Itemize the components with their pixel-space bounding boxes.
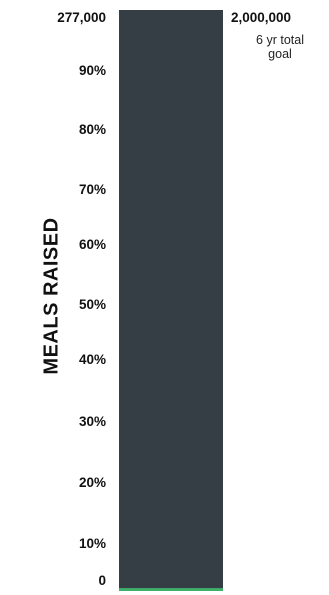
raised-amount-label: 277,000 xyxy=(57,10,106,25)
goal-amount-label: 2,000,000 xyxy=(231,10,291,25)
goal-bar-background xyxy=(119,10,223,591)
y-tick-label: 50% xyxy=(79,297,106,312)
y-tick-labels: 90% 80% 70% 60% 50% 40% 30% 20% 10% 0 xyxy=(79,63,106,588)
goal-caption-line-1: 6 yr total xyxy=(256,33,304,47)
y-tick-label: 80% xyxy=(79,122,106,137)
goal-caption-line-2: goal xyxy=(268,47,292,61)
y-axis-title: MEALS RAISED xyxy=(40,217,62,374)
y-tick-label: 30% xyxy=(79,414,106,429)
y-tick-label: 40% xyxy=(79,352,106,367)
y-tick-label: 70% xyxy=(79,182,106,197)
y-tick-label: 90% xyxy=(79,63,106,78)
y-tick-label: 20% xyxy=(79,475,106,490)
raised-bar-fill xyxy=(119,588,223,591)
y-tick-label: 60% xyxy=(79,237,106,252)
y-tick-label: 0 xyxy=(98,573,106,588)
y-tick-label: 10% xyxy=(79,536,106,551)
